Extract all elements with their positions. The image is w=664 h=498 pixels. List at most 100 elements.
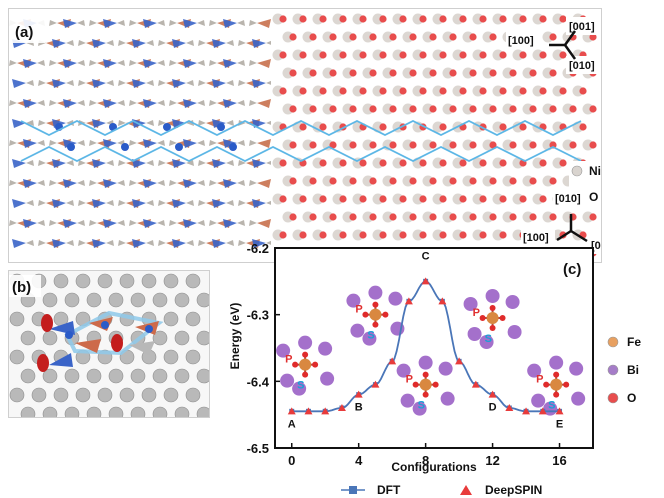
o-atom	[359, 159, 367, 167]
o-atom	[543, 381, 550, 388]
o-atom	[539, 51, 547, 59]
o-atom	[369, 177, 377, 185]
o-atom	[439, 87, 447, 95]
spin-cone	[183, 179, 205, 188]
o-atom	[369, 105, 377, 113]
o-atom	[469, 33, 477, 41]
spin-cone	[12, 159, 34, 168]
panel-b-label: (b)	[12, 279, 31, 296]
o-atom	[369, 213, 377, 221]
spin-cone	[103, 99, 125, 108]
o-atom	[459, 159, 467, 167]
spin-cone	[172, 39, 194, 48]
o-atom	[412, 381, 419, 388]
o-atom	[499, 315, 506, 321]
o-atom	[339, 51, 347, 59]
o-atom	[419, 231, 427, 239]
ni-o-lattice	[271, 9, 601, 262]
spin-cone	[92, 199, 114, 208]
o-atom	[299, 51, 307, 59]
o-atom	[339, 87, 347, 95]
o-atom	[439, 195, 447, 203]
o-atom	[339, 15, 347, 23]
o-atom	[489, 305, 496, 311]
o-atom	[589, 213, 597, 221]
ni-atom	[64, 406, 80, 417]
panel-a-graphic: (a) [001] [100] [010] Ni O	[9, 9, 602, 262]
panel-c-label: (c)	[563, 261, 581, 278]
ni-atom	[152, 368, 168, 384]
o-atom	[399, 159, 407, 167]
ni-atom	[196, 292, 209, 308]
o-atom	[289, 213, 297, 221]
x-tick-label: 4	[355, 453, 363, 468]
ni-atom	[119, 387, 135, 403]
o-atom	[479, 159, 487, 167]
legend-dft: DFT	[377, 483, 401, 497]
spin-cone	[52, 159, 74, 168]
spin-cone	[172, 79, 194, 88]
ni-atom	[42, 368, 58, 384]
ni-atom	[174, 292, 190, 308]
ni-atom	[42, 330, 58, 346]
o-atom	[37, 354, 49, 372]
bi-atom	[350, 323, 365, 338]
ni-atom-swatch	[571, 165, 583, 177]
ni-atom	[108, 292, 124, 308]
y-ticks: -6.5 -6.4 -6.3 -6.2	[247, 241, 280, 456]
o-atom	[549, 105, 557, 113]
ni-atom	[196, 368, 209, 384]
ni-atom	[152, 330, 168, 346]
ni-atom	[86, 406, 102, 417]
deepspin-point	[287, 407, 296, 415]
o-atom	[379, 87, 387, 95]
ni-atom	[75, 387, 91, 403]
x-tick-label: 8	[422, 453, 429, 468]
o-atom	[289, 69, 297, 77]
legend-o-c: O	[627, 391, 636, 405]
fe-atom	[550, 378, 563, 391]
y-tick-label: -6.5	[247, 441, 269, 456]
o-atom	[379, 231, 387, 239]
ni-atom	[65, 331, 73, 339]
o-atom	[529, 105, 537, 113]
crystal-axes-bottom: [010] [100] [001]	[521, 189, 602, 254]
fe-bi-o-cluster: PS	[276, 335, 335, 396]
o-atom	[489, 69, 497, 77]
o-atom	[419, 195, 427, 203]
ni-atom	[108, 406, 124, 417]
polarization-label: P	[536, 374, 543, 386]
spin-cone	[223, 179, 245, 188]
spin-cone	[23, 219, 45, 228]
o-atom	[329, 177, 337, 185]
direction-001-bottom: [001]	[591, 240, 602, 252]
o-atom	[469, 141, 477, 149]
bi-atom	[418, 355, 433, 370]
chart-legend: DFT DeepSPIN	[341, 483, 542, 497]
o-atom	[339, 231, 347, 239]
o-atom	[279, 231, 287, 239]
deepspin-point	[388, 357, 397, 365]
o-atom	[489, 325, 496, 331]
o-atom	[409, 69, 417, 77]
o-atom	[449, 33, 457, 41]
o-atom	[409, 177, 417, 185]
o-atom-swatch	[607, 392, 619, 404]
spin-cone	[12, 79, 34, 88]
o-atom	[549, 177, 557, 185]
ni-atom	[163, 349, 179, 365]
fe-bi-o-cluster: PS	[396, 355, 455, 416]
bi-atom	[485, 289, 500, 303]
ni-atom	[217, 123, 225, 131]
spin-cone	[223, 59, 245, 68]
ni-atom	[185, 273, 201, 289]
o-atom	[429, 33, 437, 41]
o-atom	[319, 87, 327, 95]
x-tick-label: 16	[552, 453, 566, 468]
ni-atom	[174, 368, 190, 384]
ni-atom	[229, 143, 237, 151]
o-atom	[349, 33, 357, 41]
o-atom	[399, 231, 407, 239]
spin-cone	[183, 219, 205, 228]
